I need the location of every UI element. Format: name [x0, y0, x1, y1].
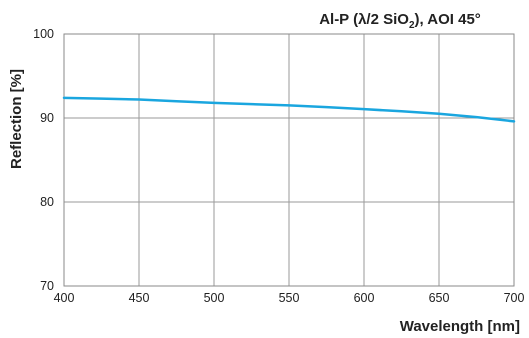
- x-tick-labels: 400 450 500 550 600 650 700: [54, 291, 525, 305]
- y-tick-label: 100: [33, 27, 54, 41]
- x-tick-label: 550: [279, 291, 300, 305]
- series-layer: [62, 96, 516, 123]
- x-tick-label: 600: [354, 291, 375, 305]
- x-tick-label: 400: [54, 291, 75, 305]
- y-tick-label: 80: [40, 195, 54, 209]
- x-tick-label: 450: [129, 291, 150, 305]
- x-tick-label: 700: [504, 291, 525, 305]
- x-tick-label: 650: [429, 291, 450, 305]
- reflection-series-line-0: [62, 96, 516, 123]
- y-axis-label: Reflection [%]: [8, 69, 25, 169]
- y-tick-label: 70: [40, 279, 54, 293]
- y-tick-label: 90: [40, 111, 54, 125]
- chart-title-subscript: 2: [409, 20, 415, 31]
- grid: [63, 33, 515, 287]
- chart-title-main: Al-P (λ/2 SiO: [319, 11, 409, 28]
- chart-title: Al-P (λ/2 SiO2), AOI 45°: [319, 11, 481, 31]
- y-tick-labels: 70 80 90 100: [33, 27, 54, 293]
- chart-title-tail: ), AOI 45°: [415, 11, 481, 28]
- plot-frame: [63, 33, 515, 287]
- x-axis-label: Wavelength [nm]: [400, 318, 520, 335]
- x-tick-label: 500: [204, 291, 225, 305]
